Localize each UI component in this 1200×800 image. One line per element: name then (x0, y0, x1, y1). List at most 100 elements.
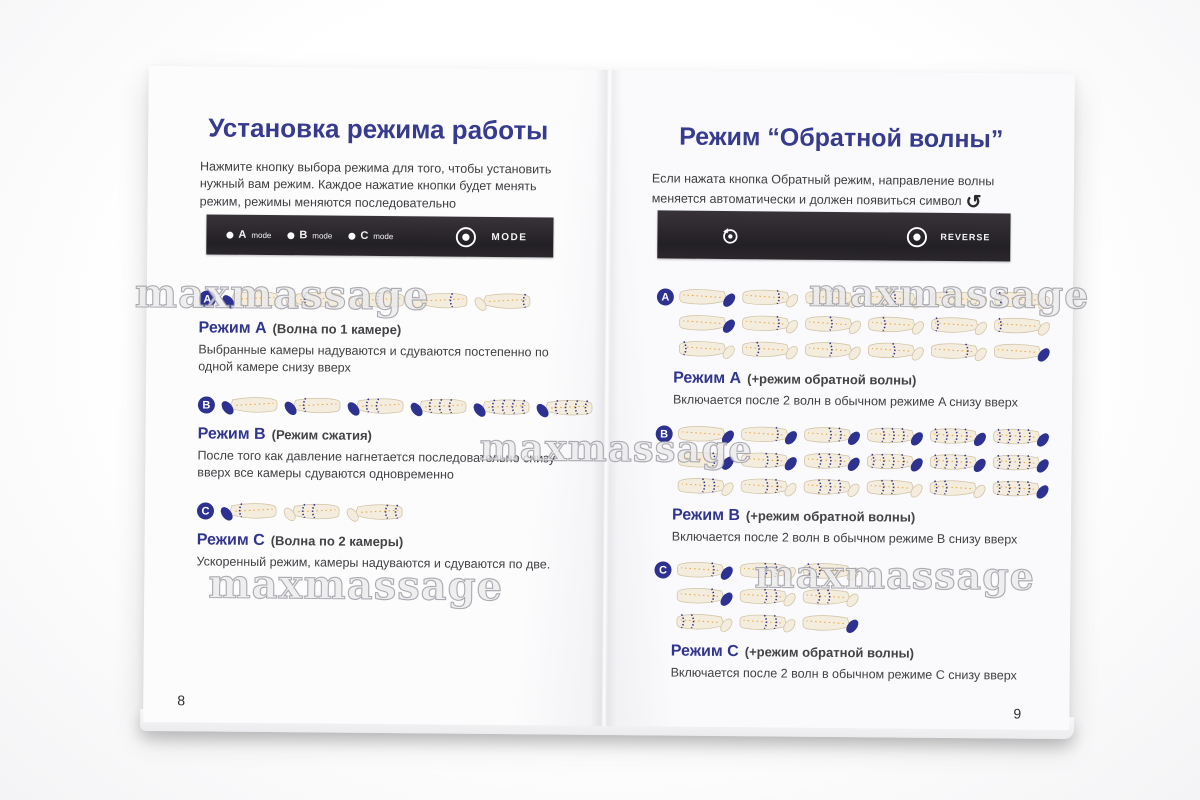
leg-cuff-illustration (411, 292, 468, 311)
section-heading: Режим A (+режим обратной волны) (673, 370, 1056, 391)
page-right: Режим “Обратной волны” Если нажата кнопк… (603, 69, 1075, 731)
mode-c-badge: C (654, 561, 672, 579)
leg-cuff-illustration (805, 290, 862, 308)
section-reverse-c: C Режим C (+режим обратной волны) Включа… (654, 557, 1055, 685)
section-subtitle: (+режим обратной волны) (747, 371, 917, 388)
section-title: Режим A (673, 369, 742, 388)
mode-button-icon (455, 226, 476, 247)
leg-cuff-illustration (930, 428, 986, 447)
leg-cuff-illustration (676, 614, 733, 632)
leg-diagram-reverse-b (677, 422, 1056, 501)
section-reverse-a: A Режим A (+режим обратной волны) Включа… (656, 284, 1057, 412)
led-label: mode (312, 231, 333, 241)
leg-cuff-illustration (679, 289, 736, 307)
leg-cuff-illustration (347, 398, 404, 416)
led-label: mode (251, 230, 272, 241)
led-dot-icon (226, 231, 234, 239)
led-letter: C (360, 229, 369, 242)
led-b-mode: B mode (287, 229, 332, 241)
led-letter: A (238, 228, 247, 241)
led-a-mode: A mode (226, 229, 271, 241)
section-title: Режим A (198, 319, 267, 338)
page-number-right: 9 (1013, 705, 1022, 722)
leg-cuff-illustration (992, 480, 1049, 499)
led-label: mode (373, 231, 394, 242)
leg-cuff-illustration (739, 614, 796, 633)
section-reverse-b: B Режим B (+режим обратной волны) Включа… (655, 421, 1056, 549)
leg-cuff-illustration (741, 341, 798, 360)
leg-cuff-illustration (221, 397, 278, 415)
section-subtitle: (Волна по 1 камере) (272, 321, 402, 338)
leg-cuff-illustration (929, 454, 986, 473)
leg-row (676, 558, 1054, 585)
leg-cuff-illustration (802, 615, 859, 633)
leg-cuff-illustration (868, 316, 924, 335)
leg-row (678, 422, 1056, 449)
mode-button-label: MODE (491, 231, 528, 243)
led-dot-icon (348, 232, 356, 240)
leg-cuff-illustration (993, 343, 1050, 362)
booklet-spread: Установка режима работы Нажмите кнопку в… (134, 65, 1090, 731)
leg-cuff-illustration (866, 479, 923, 498)
leg-cuff-illustration (740, 478, 797, 497)
leg-row (219, 499, 575, 526)
section-subtitle: (Волна по 2 камеры) (270, 533, 404, 550)
leg-cuff-illustration (679, 315, 735, 333)
leg-cuff-illustration (742, 315, 798, 334)
leg-cuff-illustration (803, 479, 860, 497)
leg-cuff-illustration (283, 503, 340, 522)
leg-cuff-illustration (677, 478, 734, 496)
leg-cuff-illustration (410, 398, 467, 417)
mode-b-badge: B (197, 396, 215, 414)
control-panel-reverse: REVERSE (657, 210, 1011, 262)
page-left: Установка режима работы Нажмите кнопку в… (143, 65, 609, 726)
leg-cuff-illustration (992, 454, 1049, 473)
leg-cuff-illustration (220, 503, 277, 521)
leg-cuff-illustration (803, 563, 859, 581)
leg-cuff-illustration (867, 427, 923, 446)
leg-row (677, 448, 1055, 475)
leg-cuff-illustration (994, 317, 1050, 336)
section-subtitle: (+режим обратной волны) (745, 508, 916, 525)
leg-cuff-illustration (740, 452, 797, 471)
leg-cuff-illustration (284, 397, 341, 416)
leg-cuff-illustration (285, 291, 342, 310)
section-heading: Режим B (Режим сжатия) (198, 425, 576, 446)
intro-text: Если нажата кнопка Обратный режим, напра… (651, 171, 995, 209)
page-title-left: Установка режима работы (208, 112, 549, 146)
leg-cuff-illustration (678, 341, 735, 359)
leg-row (676, 584, 1054, 611)
mode-a-badge: A (198, 290, 216, 308)
leg-cuff-illustration (867, 342, 924, 361)
page-number-left: 8 (177, 692, 186, 709)
leg-cuff-illustration (803, 453, 860, 471)
leg-diagram-mode-a (221, 287, 577, 314)
leg-cuff-illustration (676, 588, 733, 606)
leg-diagram-reverse-a (678, 285, 1057, 364)
section-body: Включается после 2 волн в обычном режиме… (671, 529, 1018, 547)
section-mode-a: A Режим A (Волна по 1 камере) Выбранные … (198, 286, 577, 379)
leg-cuff-illustration (474, 293, 531, 311)
leg-cuff-illustration (473, 399, 530, 417)
leg-cuff-illustration (993, 428, 1049, 447)
reverse-arrow-symbol: ↺ (965, 192, 982, 214)
leg-row (676, 610, 1054, 637)
leg-cuff-illustration (536, 399, 593, 418)
leg-cuff-illustration (805, 316, 861, 334)
leg-cuff-illustration (930, 343, 987, 362)
leg-row (679, 311, 1057, 338)
section-body: Выбранные камеры надуваются и сдуваются … (198, 342, 549, 375)
leg-row (678, 337, 1056, 364)
leg-row (679, 285, 1057, 312)
leg-cuff-illustration (677, 562, 733, 580)
section-heading: Режим C (Волна по 2 камеры) (197, 531, 575, 552)
leg-cuff-illustration (868, 290, 925, 309)
leg-cuff-illustration (931, 291, 988, 310)
section-mode-c: C Режим C (Волна по 2 камеры) Ускоренный… (196, 498, 575, 574)
leg-row (221, 287, 577, 314)
section-body: После того как давление нагнетается посл… (197, 448, 556, 482)
leg-cuff-illustration (741, 426, 797, 445)
section-title: Режим C (196, 531, 265, 550)
mode-b-badge: B (655, 425, 673, 443)
